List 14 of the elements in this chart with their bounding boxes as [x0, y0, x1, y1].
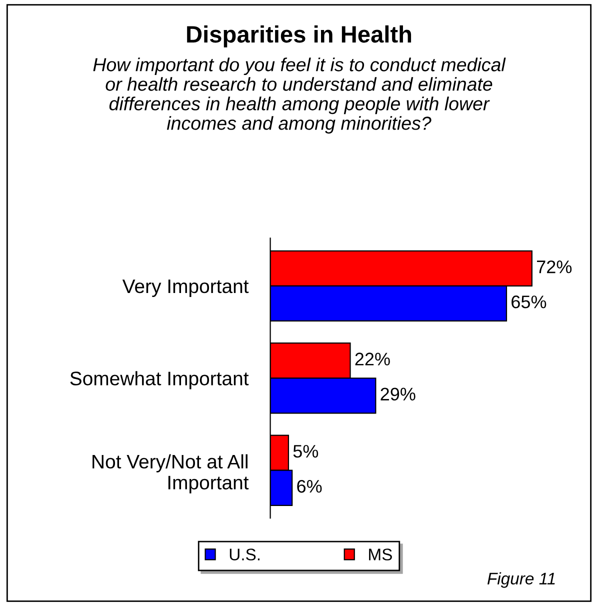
data-label: 72%	[537, 260, 572, 274]
y-tick-label: Somewhat Important	[70, 371, 249, 390]
legend-label: U.S.	[230, 548, 260, 560]
data-label: 29%	[380, 388, 416, 401]
caption: Figure 11	[487, 572, 555, 588]
legend-label: MS	[369, 548, 392, 560]
chart-title: Disparities in Health	[187, 25, 412, 48]
data-label: 5%	[293, 444, 318, 458]
data-label: 22%	[355, 352, 390, 366]
chart-subtitle: How important do you feel it is to conduct medical or health research to understand and eliminate differences in health among people with lower incomes and among minorities?	[93, 58, 506, 134]
data-label: 65%	[512, 296, 546, 308]
data-label: 6%	[297, 480, 322, 493]
y-tick-label: Very Important	[122, 280, 249, 298]
y-tick-label: Not Very/Not at All Important	[92, 454, 249, 494]
